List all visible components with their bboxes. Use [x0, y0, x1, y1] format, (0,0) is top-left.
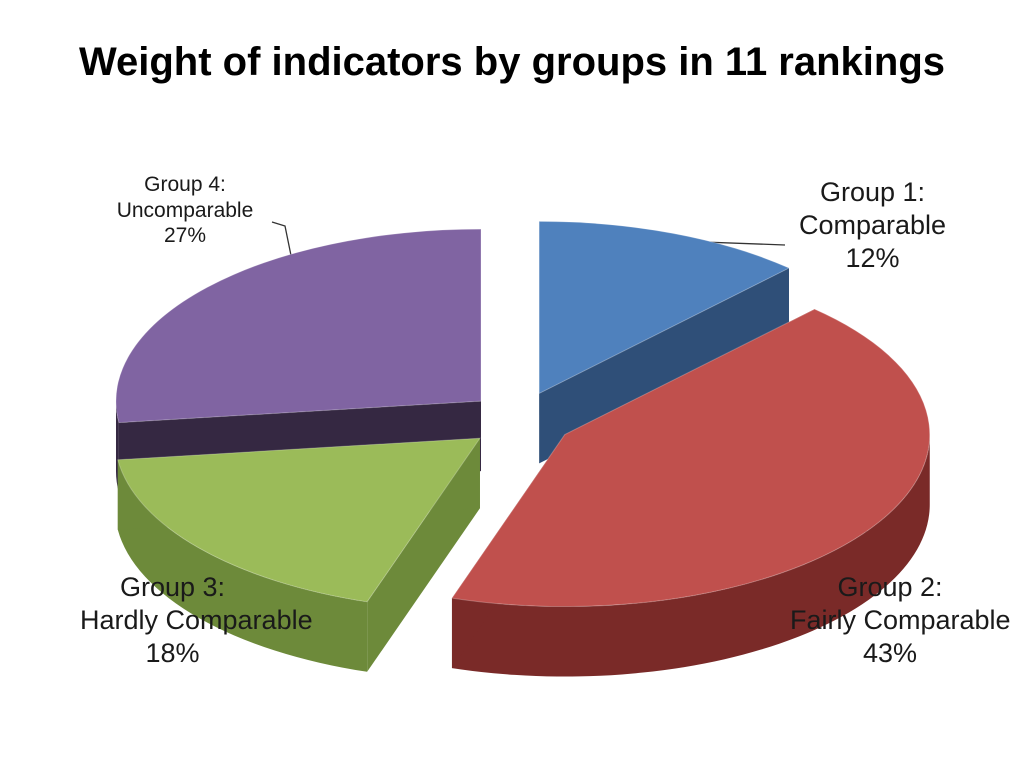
slice-label-desc: Uncomparable — [116, 198, 254, 222]
slice-label-desc: Fairly Comparable — [790, 604, 1011, 635]
slice-label-name: Group 3: — [119, 572, 226, 602]
slice-label-value: 43% — [862, 637, 918, 668]
slice-label-value: 27% — [163, 224, 207, 248]
pie-slices — [115, 220, 931, 677]
pie-slice-group-3 — [117, 437, 481, 672]
slice-top-group-2 — [451, 308, 931, 608]
slice-top-group-4 — [115, 228, 482, 424]
pie-slice-group-2 — [451, 308, 931, 677]
slice-label-name: Group 4: — [144, 173, 226, 196]
slice-label-name: Group 2: — [837, 572, 943, 602]
slice-top-group-1 — [538, 220, 791, 395]
slice-side-group-3 — [117, 459, 368, 672]
slice-label-value: 12% — [845, 242, 900, 273]
slice-top-group-3 — [117, 437, 481, 603]
slice-wall-group-1 — [539, 268, 790, 464]
slice-label-desc: Hardly Comparable — [80, 604, 313, 635]
slice-label-group-3: Group 3: Hardly Comparable 18% — [80, 571, 313, 670]
slice-side-group-2 — [451, 434, 930, 677]
slice-label-name: Group 1: — [819, 177, 926, 207]
slice-label-group-1: Group 1: Comparable 12% — [770, 176, 975, 275]
slice-label-value: 18% — [145, 637, 200, 668]
chart-title: Weight of indicators by groups in 11 ran… — [78, 40, 946, 84]
slice-label-group-2: Group 2: Fairly Comparable 43% — [790, 571, 1011, 670]
pie-slice-group-1 — [538, 220, 791, 464]
slice-label-group-4: Group 4: Uncomparable 27% — [90, 172, 280, 249]
slice-label-desc: Comparable — [798, 209, 947, 240]
